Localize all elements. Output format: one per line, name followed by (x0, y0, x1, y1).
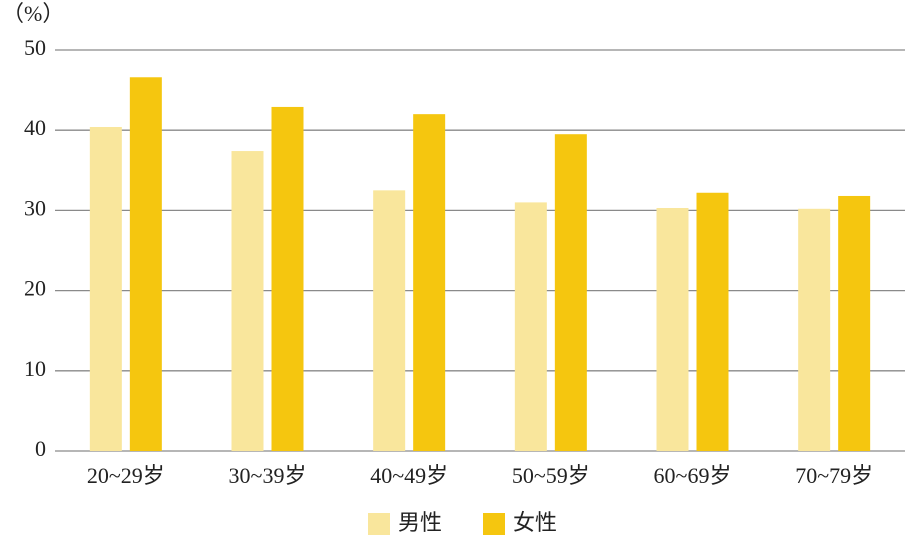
y-tick-label: 50 (24, 35, 46, 60)
x-tick-label: 40~49岁 (370, 463, 448, 488)
bar (231, 151, 264, 451)
legend-swatch (483, 513, 505, 535)
y-axis-label: （%） (2, 1, 64, 26)
bar (554, 134, 587, 451)
bar (514, 202, 547, 451)
bar (129, 77, 162, 451)
y-tick-label: 20 (24, 276, 46, 301)
bar (373, 190, 406, 451)
bar (413, 114, 446, 451)
y-tick-label: 10 (24, 356, 46, 381)
y-tick-label: 40 (24, 115, 46, 140)
legend-label: 女性 (513, 510, 557, 535)
bar (696, 192, 729, 452)
bar (271, 106, 304, 451)
y-tick-label: 0 (35, 436, 46, 461)
y-tick-label: 30 (24, 195, 46, 220)
bar (89, 126, 122, 451)
x-tick-label: 60~69岁 (654, 463, 732, 488)
x-tick-label: 70~79岁 (795, 463, 873, 488)
bar (798, 208, 831, 451)
legend-swatch (368, 513, 390, 535)
x-tick-label: 20~29岁 (87, 463, 165, 488)
x-tick-label: 50~59岁 (512, 463, 590, 488)
legend-label: 男性 (398, 510, 442, 535)
bar (838, 195, 871, 451)
x-tick-label: 30~39岁 (229, 463, 307, 488)
bar (656, 207, 689, 451)
